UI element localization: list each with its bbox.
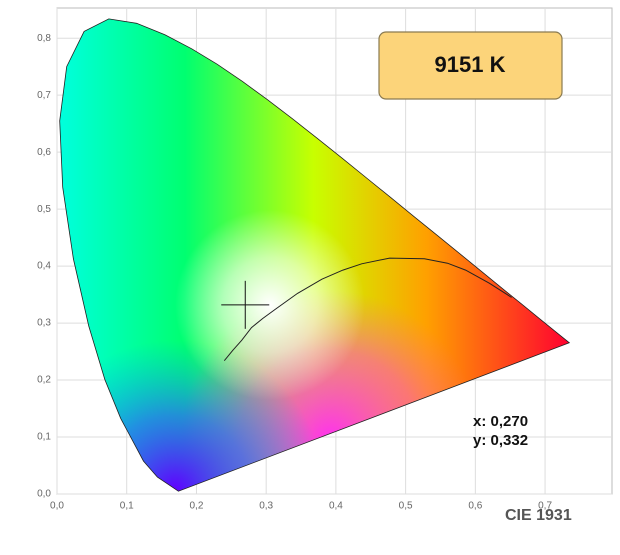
x-tick-label: 0,1 xyxy=(120,501,134,512)
planckian-locus xyxy=(223,257,512,362)
diagram-label: CIE 1931 xyxy=(505,507,572,524)
y-tick-label: 0,1 xyxy=(37,432,51,443)
cct-box xyxy=(378,31,563,100)
x-tick-label: 0,2 xyxy=(189,501,203,512)
y-tick-label: 0,0 xyxy=(37,489,51,500)
y-tick-label: 0,2 xyxy=(37,375,51,386)
cct-value: 9151 K xyxy=(435,52,506,77)
x-tick-label: 0,3 xyxy=(259,501,273,512)
point-marker xyxy=(221,280,270,329)
y-tick-label: 0,7 xyxy=(37,90,51,101)
y-readout: y: 0,332 xyxy=(473,432,528,449)
x-tick-label: 0,4 xyxy=(329,501,343,512)
x-tick-label: 0,6 xyxy=(468,501,482,512)
x-tick-label: 0,5 xyxy=(399,501,413,512)
y-tick-label: 0,8 xyxy=(37,33,51,44)
x-tick-label: 0,7 xyxy=(538,501,552,512)
y-tick-label: 0,3 xyxy=(37,318,51,329)
spectral-locus xyxy=(59,18,571,492)
y-tick-label: 0,5 xyxy=(37,204,51,215)
x-readout: x: 0,270 xyxy=(473,413,528,430)
y-tick-label: 0,4 xyxy=(37,261,51,272)
x-tick-label: 0,0 xyxy=(50,501,64,512)
y-tick-label: 0,6 xyxy=(37,147,51,158)
